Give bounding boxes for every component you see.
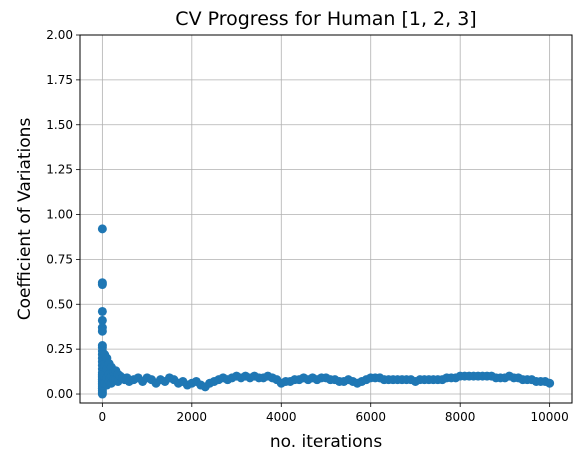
- y-tick-label: 1.00: [46, 208, 73, 222]
- x-axis-label: no. iterations: [270, 432, 383, 452]
- data-point: [97, 315, 107, 325]
- y-tick-label: 2.00: [46, 28, 73, 42]
- y-tick-label: 0.25: [46, 342, 73, 356]
- plot-frame: [79, 34, 573, 404]
- data-point: [545, 378, 555, 388]
- data-point: [97, 389, 107, 399]
- data-point: [97, 224, 107, 234]
- data-point: [97, 326, 107, 336]
- y-axis-label: Coefficient of Variations: [15, 118, 35, 321]
- x-tick-label: 2000: [177, 410, 208, 424]
- x-tick-label: 6000: [355, 410, 386, 424]
- chart-title: CV Progress for Human [1, 2, 3]: [175, 8, 476, 30]
- x-tick-label: 0: [99, 410, 107, 424]
- y-tick-label: 1.50: [46, 118, 73, 132]
- y-tick-label: 1.25: [46, 163, 73, 177]
- x-tick-label: 8000: [445, 410, 476, 424]
- y-tick-label: 1.75: [46, 73, 73, 87]
- x-tick-label: 10000: [531, 410, 569, 424]
- x-tick-label: 4000: [266, 410, 297, 424]
- y-tick-label: 0.50: [46, 297, 73, 311]
- y-tick-label: 0.75: [46, 252, 73, 266]
- y-tick-label: 0.00: [46, 387, 73, 401]
- plot-area: [80, 35, 572, 403]
- axis-ticks: 0 2000 4000 6000 8000 10000 0.00 0.25 0.50 0.75 1.…: [46, 28, 568, 424]
- data-points: [97, 224, 555, 399]
- data-point: [97, 306, 107, 316]
- data-point: [97, 280, 107, 290]
